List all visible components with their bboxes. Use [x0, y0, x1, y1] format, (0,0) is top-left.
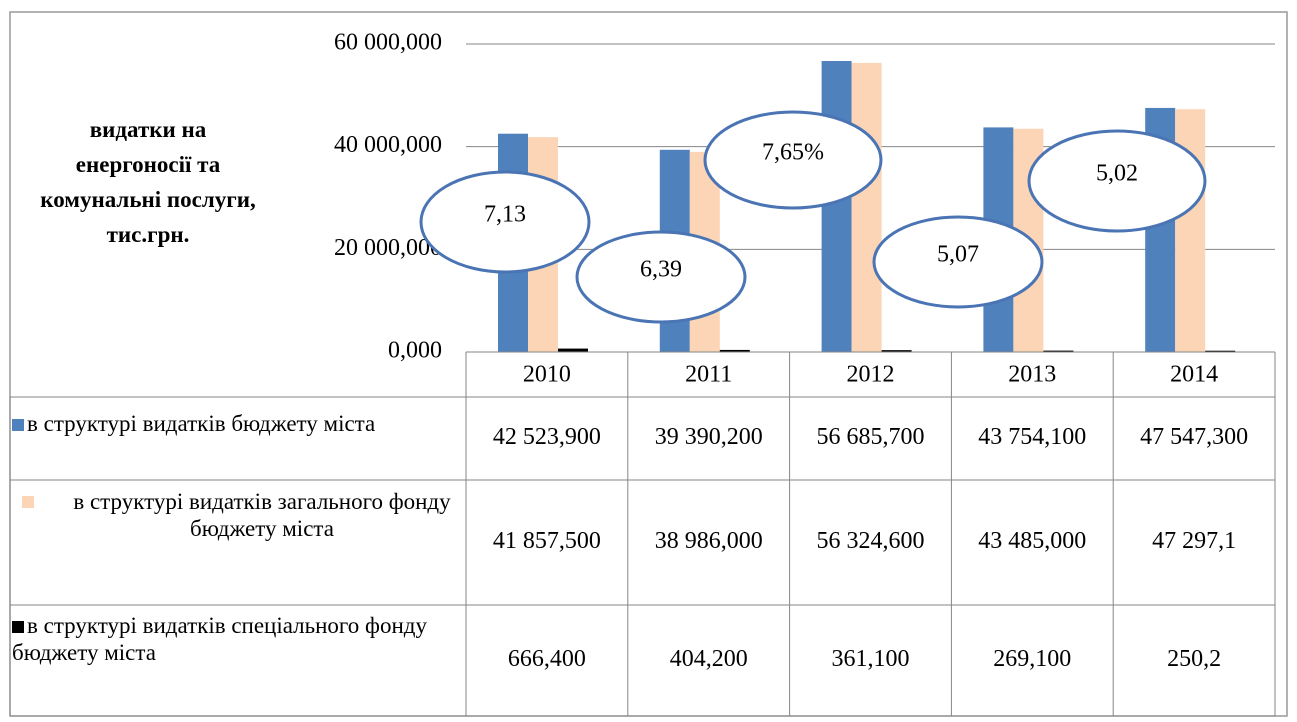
- legend-key: [12, 621, 24, 633]
- bar: [821, 61, 852, 353]
- table-value: 666,400: [508, 646, 586, 672]
- annotation: 6,39: [640, 257, 682, 283]
- legend-entry: в структурі видатків загального фонду бю…: [22, 488, 464, 542]
- x-tick-label: 2013: [1008, 362, 1056, 388]
- annotation-bubble: [872, 215, 1044, 309]
- table-value: 43 485,000: [978, 528, 1086, 554]
- y-tick-label: 40 000,000: [334, 132, 442, 158]
- y-tick-label: 20 000,000: [334, 235, 442, 261]
- bar: [881, 350, 912, 352]
- legend-label: в структурі видатків спеціального фонду …: [12, 613, 427, 665]
- annotation: 5,07: [937, 242, 979, 268]
- annotation: 7,13: [484, 202, 526, 228]
- bar: [558, 348, 588, 352]
- bar: [1043, 350, 1074, 352]
- table-value: 42 523,900: [493, 424, 601, 450]
- table-value: 43 754,100: [978, 424, 1086, 450]
- legend-key: [22, 496, 34, 508]
- annotation: 5,02: [1096, 161, 1138, 187]
- table-value: 250,2: [1167, 646, 1221, 672]
- annotation-bubble: [575, 230, 747, 324]
- y-axis-label: видатки на енергоносії та комунальні пос…: [40, 117, 256, 247]
- table-value: 47 297,1: [1152, 528, 1236, 554]
- x-tick-label: 2011: [685, 362, 732, 388]
- legend-label: в структурі видатків загального фонду бю…: [73, 489, 451, 541]
- annotation-bubble: [419, 170, 591, 274]
- table-value: 56 685,700: [817, 424, 925, 450]
- table-value: 47 547,300: [1140, 424, 1248, 450]
- table-value: 361,100: [832, 646, 910, 672]
- annotation-bubble: [1027, 129, 1207, 233]
- legend-label: в структурі видатків бюджету міста: [27, 411, 376, 436]
- table-value: 269,100: [993, 646, 1071, 672]
- legend-entry: в структурі видатків спеціального фонду …: [12, 612, 464, 666]
- x-tick-label: 2012: [847, 362, 895, 388]
- bar: [719, 349, 750, 352]
- bar: [851, 62, 882, 352]
- legend-key: [12, 419, 24, 431]
- table-value: 404,200: [670, 646, 748, 672]
- bar: [1205, 350, 1236, 352]
- x-tick-label: 2010: [523, 362, 571, 388]
- legend-entry: в структурі видатків бюджету міста: [12, 410, 464, 437]
- y-tick-label: 60 000,000: [334, 30, 442, 56]
- annotation: 7,65%: [762, 140, 824, 166]
- table-value: 56 324,600: [817, 528, 925, 554]
- table-value: 39 390,200: [655, 424, 763, 450]
- table-value: 41 857,500: [493, 528, 601, 554]
- y-tick-label: 0,000: [388, 338, 442, 364]
- annotation-bubble: [703, 110, 883, 210]
- x-tick-label: 2014: [1170, 362, 1218, 388]
- table-value: 38 986,000: [655, 528, 763, 554]
